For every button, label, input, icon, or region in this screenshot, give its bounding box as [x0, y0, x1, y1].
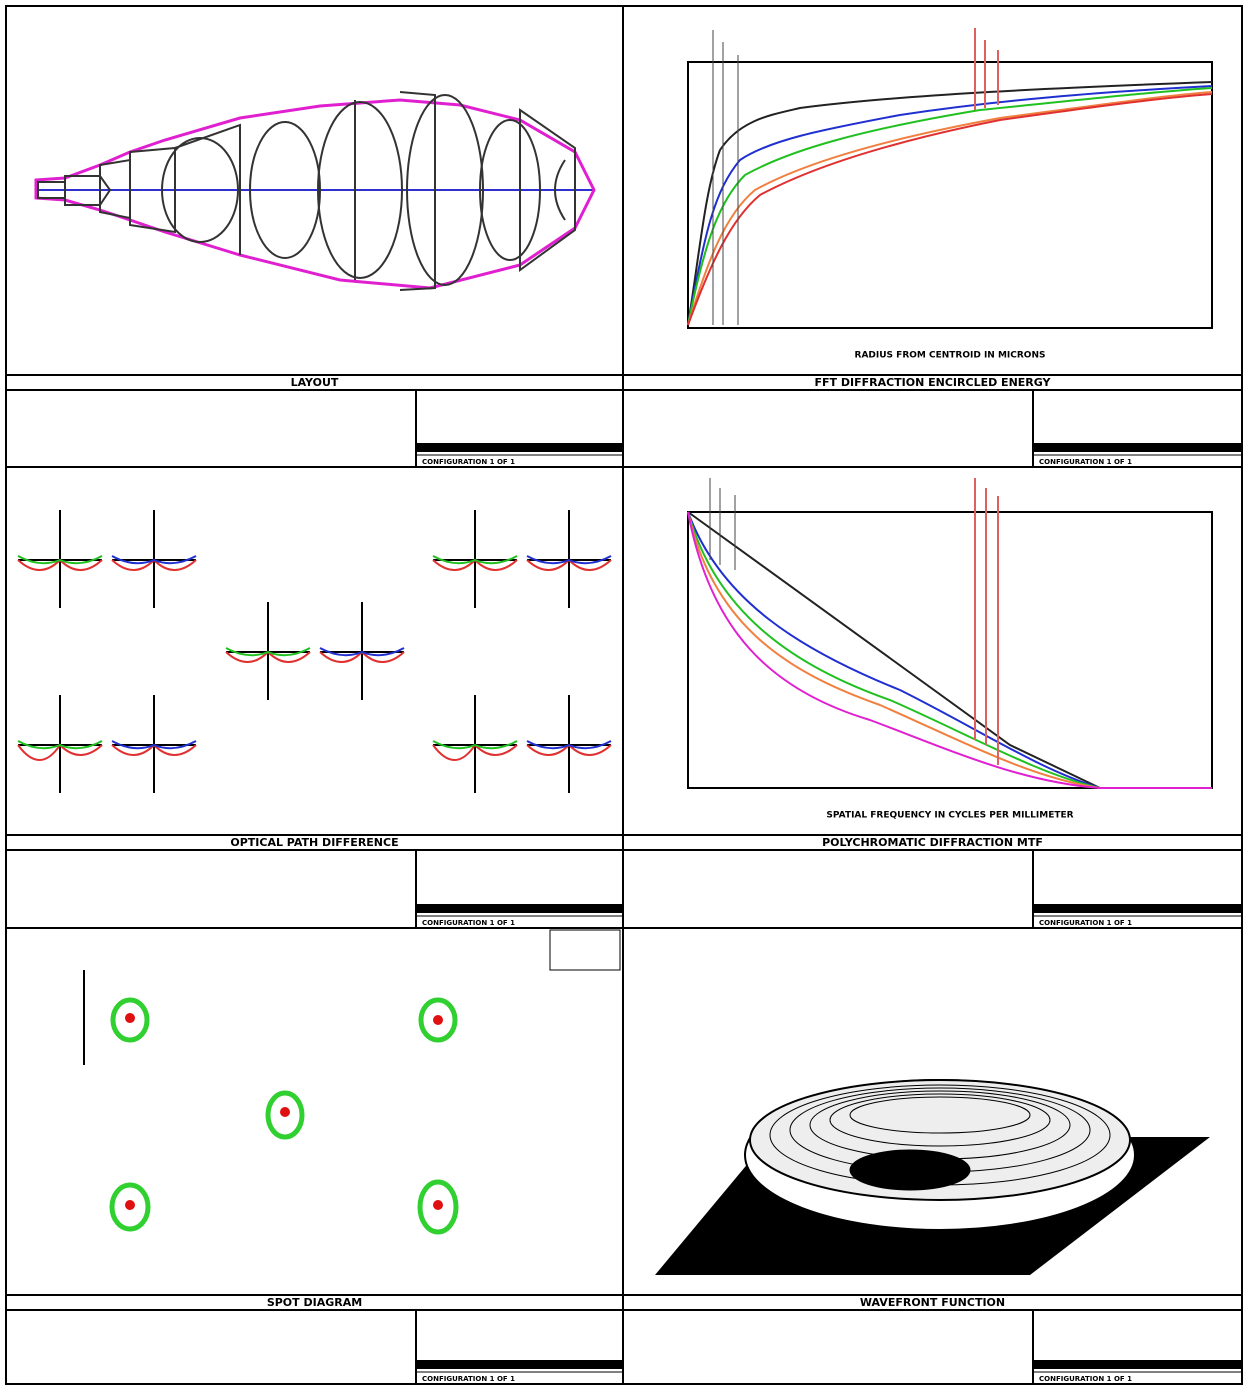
screen: LAYOUT CONFIGURATION 1 OF 1 FFT DIFFRACTIO… — [0, 0, 1250, 1387]
config-label: CONFIGURATION 1 OF 1 — [422, 919, 515, 927]
panel-title: LAYOUT — [291, 376, 339, 389]
panel-title: SPOT DIAGRAM — [267, 1296, 362, 1309]
config-bar — [416, 904, 623, 913]
panel-title: POLYCHROMATIC DIFFRACTION MTF — [822, 836, 1043, 849]
config-bar — [416, 443, 623, 452]
config-label: CONFIGURATION 1 OF 1 — [1039, 458, 1132, 466]
panel-title: WAVEFRONT FUNCTION — [860, 1296, 1005, 1309]
config-label: CONFIGURATION 1 OF 1 — [1039, 1375, 1132, 1383]
x-axis-label: SPATIAL FREQUENCY IN CYCLES PER MILLIMET… — [826, 811, 1073, 821]
config-label: CONFIGURATION 1 OF 1 — [422, 1375, 515, 1383]
config-label: CONFIGURATION 1 OF 1 — [1039, 919, 1132, 927]
config-bar — [1033, 443, 1242, 452]
x-axis-label: RADIUS FROM CENTROID IN MICRONS — [855, 351, 1046, 361]
panel-title: FFT DIFFRACTION ENCIRCLED ENERGY — [814, 376, 1051, 389]
config-bar — [1033, 1360, 1242, 1369]
config-bar — [1033, 904, 1242, 913]
config-label: CONFIGURATION 1 OF 1 — [422, 458, 515, 466]
panel-title: OPTICAL PATH DIFFERENCE — [230, 836, 398, 849]
config-bar — [416, 1360, 623, 1369]
